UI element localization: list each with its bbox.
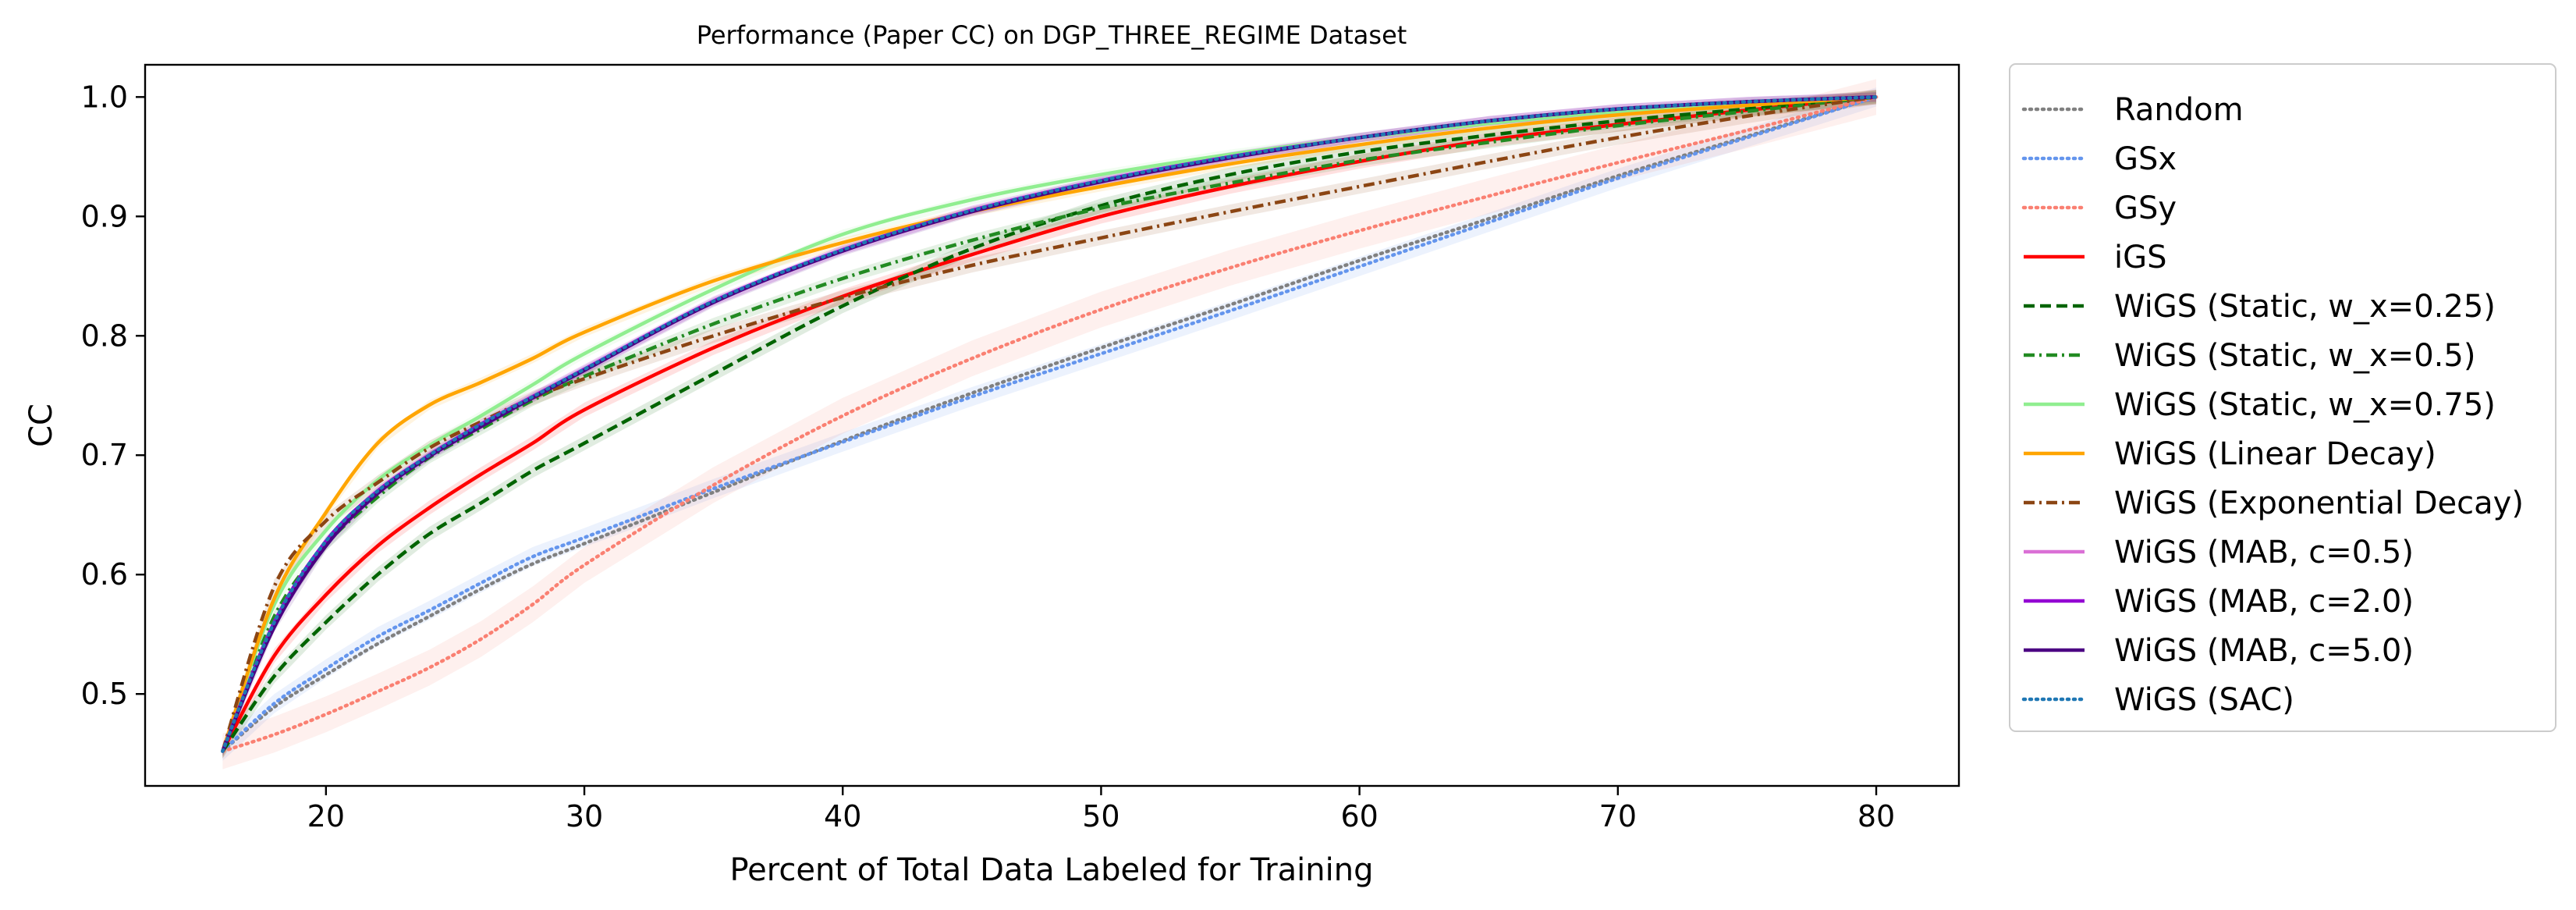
series-line-gsy [221, 95, 1879, 753]
legend-label-wigs-mab-c-0-5: WiGS (MAB, c=0.5) [2114, 535, 2414, 571]
x-tick-label: 80 [1857, 799, 1895, 834]
legend-label-wigs-static-w-x-0-25: WiGS (Static, w_x=0.25) [2114, 289, 2496, 325]
legend-label-wigs-linear-decay: WiGS (Linear Decay) [2114, 436, 2436, 472]
legend-label-wigs-sac: WiGS (SAC) [2114, 682, 2294, 718]
plot-frame [144, 63, 1960, 787]
band-gsx [222, 87, 1877, 761]
legend-label-wigs-mab-c-2-0: WiGS (MAB, c=2.0) [2114, 584, 2414, 620]
series-line-wigs-static-w-x-0-75 [221, 95, 1877, 752]
legend-label-random: Random [2114, 92, 2244, 128]
y-tick-label: 1.0 [81, 80, 128, 114]
x-tick-label: 60 [1340, 799, 1378, 834]
x-tick-label: 20 [307, 799, 345, 834]
y-tick-label: 0.5 [81, 677, 128, 711]
y-tick-label: 0.7 [81, 438, 128, 472]
band-igs [222, 90, 1877, 759]
x-tick-label: 70 [1599, 799, 1637, 834]
legend: Random GSx GSy iGS WiGS (Static, w_x=0.25) Wi… [2009, 63, 2556, 732]
legend-box [2009, 63, 2556, 732]
y-tick-label: 0.6 [81, 557, 128, 592]
legend-label-wigs-exponential-decay: WiGS (Exponential Decay) [2114, 485, 2524, 521]
series-lines [221, 95, 1879, 753]
y-tick-label: 0.8 [81, 318, 128, 353]
series-line-wigs-linear-decay [221, 95, 1877, 752]
y-axis: 0.5 0.6 0.7 0.8 0.9 1.0 [81, 80, 145, 711]
x-axis: 20 30 40 50 60 70 80 [307, 786, 1895, 834]
chart-title: Performance (Paper CC) on DGP_THREE_REGI… [697, 20, 1407, 50]
x-axis-label: Percent of Total Data Labeled for Traini… [729, 852, 1373, 888]
series-line-random [221, 95, 1879, 753]
legend-label-wigs-static-w-x-0-5: WiGS (Static, w_x=0.5) [2114, 338, 2475, 374]
legend-label-igs: iGS [2114, 240, 2167, 275]
series-line-wigs-sac [221, 95, 1879, 753]
y-axis-label: CC [23, 403, 59, 447]
x-tick-label: 30 [566, 799, 603, 834]
legend-label-gsy: GSy [2114, 190, 2177, 226]
series-line-wigs-static-w-x-0-5 [221, 95, 1877, 752]
series-line-igs [221, 95, 1877, 752]
band-wigs-static-w-x-0-25 [222, 90, 1877, 759]
series-line-wigs-exponential-decay [221, 95, 1877, 752]
legend-label-wigs-static-w-x-0-75: WiGS (Static, w_x=0.75) [2114, 387, 2496, 423]
legend-label-wigs-mab-c-5-0: WiGS (MAB, c=5.0) [2114, 633, 2414, 669]
legend-label-gsx: GSx [2114, 141, 2177, 177]
series-line-gsx [221, 95, 1879, 753]
x-tick-label: 50 [1082, 799, 1119, 834]
x-tick-label: 40 [824, 799, 861, 834]
series-line-wigs-static-w-x-0-25 [221, 95, 1877, 752]
y-tick-label: 0.9 [81, 199, 128, 233]
band-wigs-static-w-x-0-5 [222, 91, 1877, 758]
